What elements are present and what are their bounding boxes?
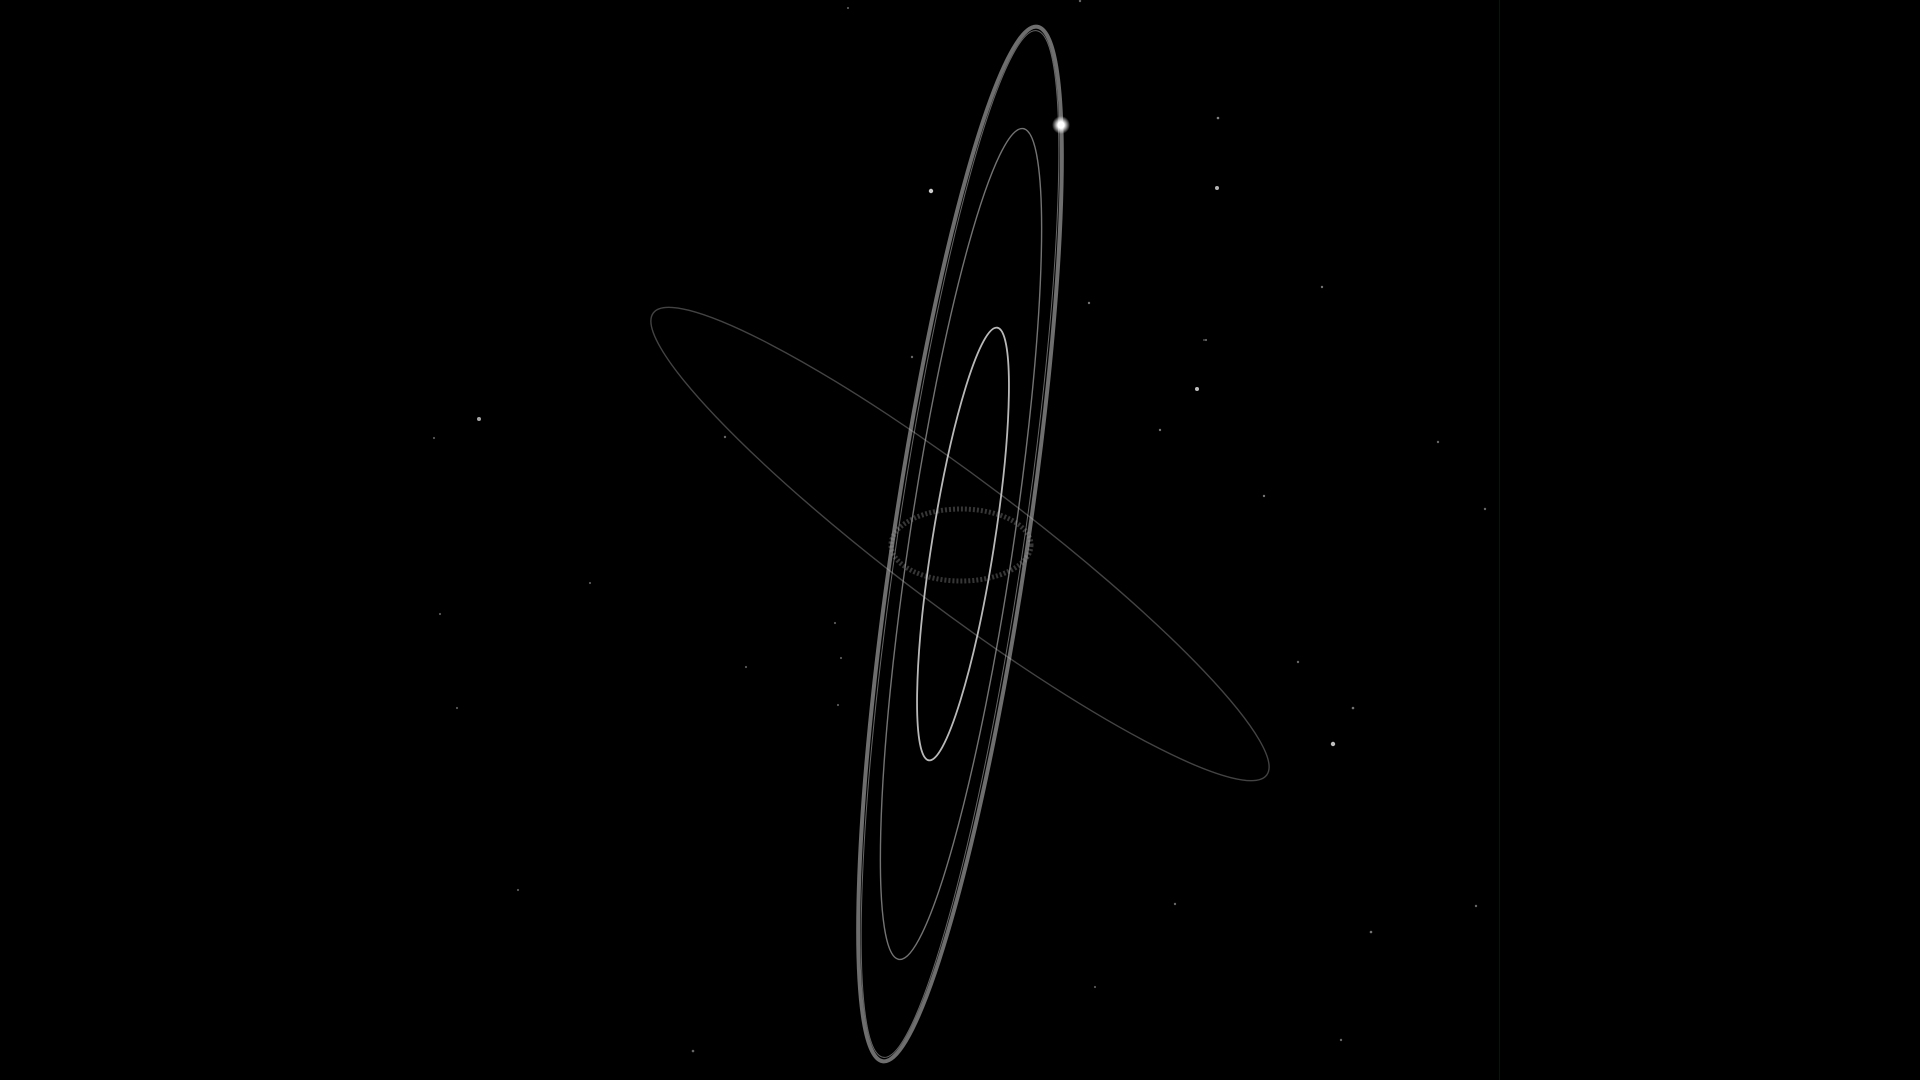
star: [910, 355, 914, 359]
star: [1339, 1038, 1343, 1042]
orbit-inner: [916, 326, 1010, 762]
star-field: [432, 0, 1487, 1053]
star: [1330, 741, 1336, 747]
star: [432, 436, 436, 440]
star: [1296, 660, 1300, 664]
star: [1351, 706, 1355, 710]
planet-marker[interactable]: [1052, 116, 1070, 134]
star: [1320, 285, 1324, 289]
star: [1216, 116, 1220, 120]
orbit-central-ring: [888, 506, 1034, 584]
panel-divider: [1499, 0, 1500, 1080]
star: [1215, 186, 1219, 190]
star: [723, 435, 727, 439]
star: [836, 703, 840, 707]
orbit-outer: [856, 24, 1064, 1064]
star: [455, 706, 459, 710]
star: [744, 665, 748, 669]
star: [928, 188, 934, 194]
star: [1474, 904, 1478, 908]
star: [477, 417, 481, 421]
star: [1158, 428, 1162, 432]
star: [691, 1049, 695, 1053]
star: [1369, 930, 1373, 934]
star: [1087, 301, 1091, 305]
star: [1483, 507, 1487, 511]
star: [588, 581, 592, 585]
orbit-inclined: [650, 306, 1270, 782]
star: [438, 612, 442, 616]
star: [1204, 338, 1208, 342]
orbit-outer-inner-edge: [860, 30, 1060, 1058]
star: [1203, 339, 1205, 341]
star: [1195, 387, 1199, 391]
star: [833, 621, 837, 625]
orbit-middle: [879, 127, 1043, 961]
star: [1262, 494, 1266, 498]
star: [516, 888, 520, 892]
star: [1436, 440, 1440, 444]
star: [1093, 985, 1097, 989]
star: [839, 656, 843, 660]
star: [1173, 902, 1177, 906]
planet-icon: [1057, 121, 1065, 129]
star: [846, 6, 850, 10]
star: [1078, 0, 1082, 3]
